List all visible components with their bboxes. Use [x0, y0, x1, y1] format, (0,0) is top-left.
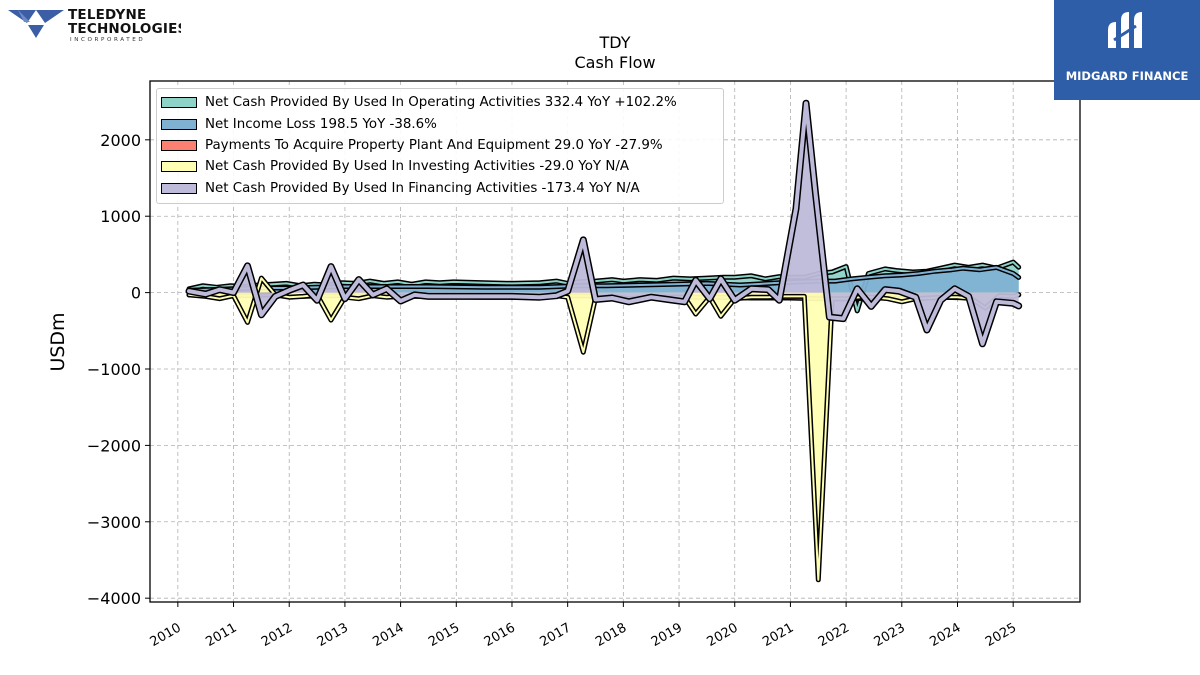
y-tick-label: −2000 — [87, 436, 141, 455]
series-line-outline — [186, 275, 1022, 583]
y-tick-label: −3000 — [87, 513, 141, 532]
x-tick-label: 2013 — [315, 620, 351, 650]
badge-label: MIDGARD FINANCE — [1065, 69, 1189, 83]
chart-title: TDY — [599, 33, 631, 52]
midgard-emblem-icon — [1108, 12, 1142, 48]
x-tick-label: 2018 — [593, 620, 629, 650]
y-tick-label: −1000 — [87, 360, 141, 379]
x-tick-label: 2014 — [370, 620, 406, 650]
x-tick-label: 2020 — [705, 620, 741, 650]
legend-swatch-financing — [161, 182, 197, 194]
logo-name-line2: TECHNOLOGIES — [68, 21, 181, 37]
series-4 — [185, 99, 1023, 348]
midgard-finance-badge: MIDGARD FINANCE — [1054, 0, 1200, 100]
legend-swatch-investing — [161, 161, 197, 173]
x-tick-label: 2012 — [259, 620, 295, 650]
y-tick-label: −4000 — [87, 589, 141, 608]
legend-swatch-capex — [161, 139, 197, 151]
legend-label-operating: Net Cash Provided By Used In Operating A… — [205, 95, 677, 111]
x-tick-label: 2025 — [983, 620, 1019, 650]
teledyne-logo: TELEDYNE TECHNOLOGIES INCORPORATED — [8, 7, 181, 43]
logo-name-line1: TELEDYNE — [68, 7, 146, 23]
y-axis-label: USDm — [47, 312, 69, 372]
y-axis: −4000 −3000 −2000 −1000 0 1000 2000 — [87, 131, 150, 608]
x-tick-label: 2011 — [203, 620, 239, 650]
x-tick-label: 2021 — [760, 620, 796, 650]
y-tick-label: 1000 — [100, 207, 141, 226]
legend-swatch-operating — [161, 97, 197, 109]
series-line — [187, 101, 1021, 346]
legend-label-investing: Net Cash Provided By Used In Investing A… — [205, 159, 630, 175]
chart-legend: Net Cash Provided By Used In Operating A… — [156, 88, 724, 204]
logo-subtitle: INCORPORATED — [70, 37, 145, 43]
legend-item-net-income: Net Income Loss 198.5 YoY -38.6% — [161, 113, 717, 134]
chart-subtitle: Cash Flow — [574, 53, 656, 72]
legend-swatch-net-income — [161, 118, 197, 130]
x-tick-label: 2016 — [482, 620, 518, 650]
legend-item-capex: Payments To Acquire Property Plant And E… — [161, 135, 717, 156]
series-area-fill — [189, 278, 1019, 580]
x-tick-label: 2022 — [816, 620, 852, 650]
legend-label-financing: Net Cash Provided By Used In Financing A… — [205, 180, 640, 196]
x-tick-label: 2015 — [426, 620, 462, 650]
x-tick-label: 2010 — [148, 620, 184, 650]
legend-item-operating: Net Cash Provided By Used In Operating A… — [161, 92, 717, 113]
series-line — [188, 261, 1020, 312]
y-tick-label: 0 — [131, 284, 141, 303]
teledyne-emblem-icon — [8, 10, 64, 38]
series-line — [188, 277, 1020, 581]
x-tick-label: 2023 — [872, 620, 908, 650]
x-tick-label: 2024 — [927, 620, 963, 650]
series-3 — [186, 275, 1022, 583]
legend-label-capex: Payments To Acquire Property Plant And E… — [205, 137, 663, 153]
x-tick-label: 2017 — [538, 620, 574, 650]
y-tick-label: 2000 — [100, 131, 141, 150]
series-areas — [185, 99, 1023, 583]
legend-item-financing: Net Cash Provided By Used In Financing A… — [161, 178, 717, 199]
plot-frame — [149, 80, 1081, 603]
x-tick-label: 2019 — [649, 620, 685, 650]
x-axis: 2010 2011 2012 2013 2014 2015 2016 2017 2018 2019… — [148, 602, 1019, 650]
legend-label-net-income: Net Income Loss 198.5 YoY -38.6% — [205, 116, 437, 132]
legend-item-investing: Net Cash Provided By Used In Investing A… — [161, 156, 717, 177]
